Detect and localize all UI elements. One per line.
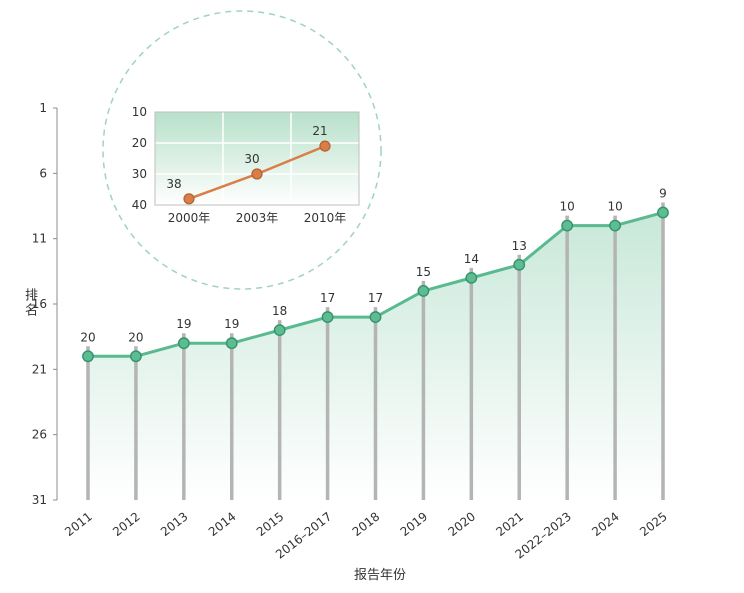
data-point-marker xyxy=(273,324,286,337)
data-label: 18 xyxy=(272,304,287,318)
y-tick-label: 16 xyxy=(32,297,47,311)
inset-x-tick-label: 2010年 xyxy=(304,211,347,225)
data-point-marker xyxy=(177,337,190,350)
data-point-marker xyxy=(321,311,334,323)
inset-data-point-marker xyxy=(251,168,263,180)
data-point-marker xyxy=(225,337,238,350)
y-tick-label: 11 xyxy=(32,232,47,246)
data-label: 13 xyxy=(512,239,527,253)
inset-data-label: 38 xyxy=(166,177,181,191)
data-point-marker xyxy=(369,311,382,323)
inset-chart-group: 10 20 30 40 2000年 2003年 2010年 38 30 21 xyxy=(132,105,360,225)
inset-plot-background xyxy=(155,112,359,205)
inset-data-label: 21 xyxy=(312,124,327,138)
x-tick-label: 2021 xyxy=(493,509,526,539)
inset-plot-border xyxy=(154,111,360,206)
data-point-marker xyxy=(417,285,430,297)
data-point-marker xyxy=(561,219,574,232)
inset-x-tick-label: 2003年 xyxy=(236,211,279,225)
data-label: 17 xyxy=(320,291,335,305)
y-tick-label: 31 xyxy=(32,493,47,507)
data-label: 19 xyxy=(176,317,191,331)
data-label: 14 xyxy=(464,252,479,266)
x-tick-label: 2013 xyxy=(158,509,191,539)
x-tick-label: 2019 xyxy=(398,509,431,539)
inset-y-tick-label: 20 xyxy=(132,136,147,150)
data-point-marker xyxy=(465,271,478,284)
inset-x-tick-label: 2000年 xyxy=(168,211,211,225)
y-tick-label: 1 xyxy=(39,101,47,115)
x-tick-label: 2011 xyxy=(62,509,95,539)
y-tick-label: 6 xyxy=(39,166,47,180)
data-label: 10 xyxy=(607,200,622,214)
data-point-marker xyxy=(609,219,621,232)
data-label: 15 xyxy=(416,265,431,279)
x-tick-label: 2024 xyxy=(589,509,622,539)
inset-y-tick-label: 40 xyxy=(132,198,147,212)
x-axis-title: 报告年份 xyxy=(353,568,406,583)
data-point-marker xyxy=(130,350,142,363)
inset-data-label: 30 xyxy=(244,152,259,166)
data-label: 17 xyxy=(368,291,383,305)
data-point-marker xyxy=(657,206,669,219)
data-label: 10 xyxy=(560,200,575,214)
x-tick-label: 2014 xyxy=(206,509,239,539)
data-label: 20 xyxy=(80,330,95,344)
data-label: 19 xyxy=(224,317,239,331)
x-tick-label: 2015 xyxy=(254,509,287,539)
x-tick-label: 2018 xyxy=(350,509,383,539)
x-tick-label: 2025 xyxy=(637,509,670,539)
y-tick-label: 21 xyxy=(32,362,47,376)
inset-y-tick-label: 30 xyxy=(132,167,147,181)
y-axis-title: 排名 xyxy=(22,288,37,318)
data-point-marker xyxy=(82,350,94,363)
data-label: 9 xyxy=(659,187,667,201)
data-point-marker xyxy=(513,258,526,271)
inset-data-point-marker xyxy=(319,140,331,152)
inset-y-tick-label: 10 xyxy=(132,105,147,119)
inset-data-point-marker xyxy=(183,193,195,205)
x-tick-label: 2020 xyxy=(445,509,478,539)
data-label: 20 xyxy=(128,330,143,344)
x-tick-label: 2012 xyxy=(110,509,143,539)
y-tick-label: 26 xyxy=(32,428,47,442)
